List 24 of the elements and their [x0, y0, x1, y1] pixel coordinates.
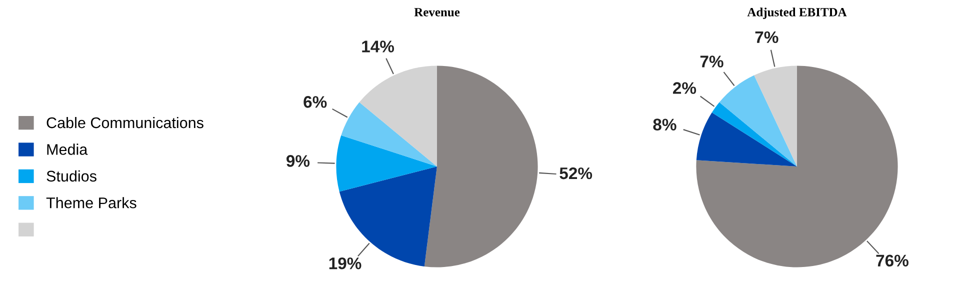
pie-slice [359, 66, 437, 166]
data-label: 76% [876, 254, 908, 266]
data-label: 7% [700, 56, 724, 68]
legend-label: Media [47, 144, 88, 155]
legend-label: Cable Communications [46, 116, 204, 128]
data-label: 52% [560, 167, 592, 180]
pie-slice [712, 102, 797, 166]
legend-label: Studios [46, 170, 96, 182]
data-label: 7% [755, 31, 778, 44]
data-label: 6% [304, 96, 327, 108]
legend-label: Theme Parks [46, 197, 136, 208]
pie-slice [424, 66, 538, 268]
data-label: 2% [672, 82, 696, 94]
pie-slice [754, 66, 797, 166]
data-label: 14% [362, 40, 394, 52]
data-label: 8% [653, 118, 676, 130]
pie-slice [336, 135, 437, 192]
chart-title: Revenue [414, 8, 460, 16]
data-label: 9% [286, 155, 310, 167]
chart-title: Adjusted EBITDA [747, 8, 847, 19]
pie-slice [719, 75, 797, 166]
pie-slice [696, 112, 797, 166]
pie-slice [341, 102, 437, 166]
data-label: 19% [329, 257, 362, 270]
